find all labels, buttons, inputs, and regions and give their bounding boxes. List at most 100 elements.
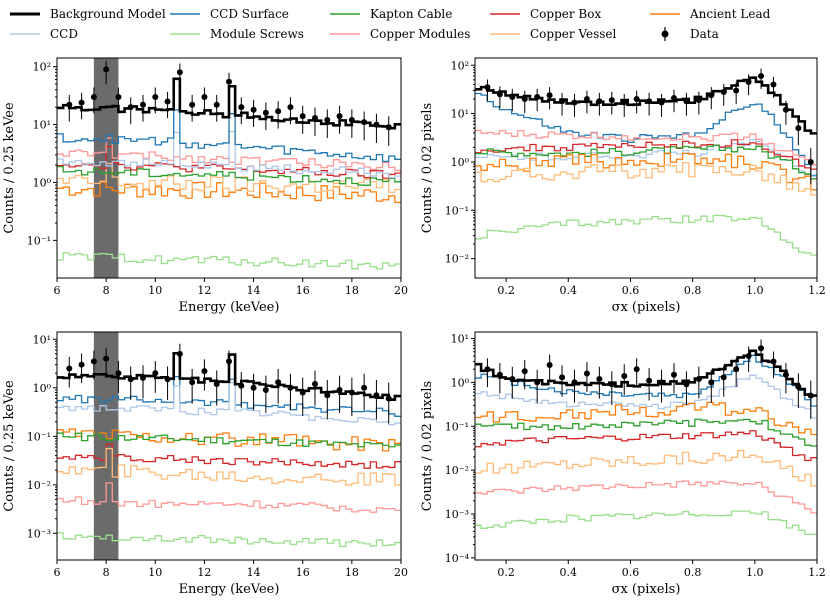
data-point: [152, 361, 159, 393]
y-axis-label: Counts / 0.02 pixels: [420, 103, 435, 233]
y-tick-label: 10⁻²: [445, 464, 469, 477]
series-kapton: [57, 165, 401, 186]
data-point: [496, 86, 503, 109]
data-point: [78, 92, 85, 120]
legend-entry-bkg: Background Model: [10, 7, 166, 21]
series-copper_box: [57, 146, 401, 179]
legend-entry-ccd_surface: CCD Surface: [170, 7, 289, 21]
data-point: [758, 339, 765, 364]
data-point: [201, 359, 208, 391]
series-ccd: [475, 138, 817, 177]
legend-entry-copper_box: Copper Box: [490, 7, 601, 21]
data-point: [226, 72, 232, 98]
series-kapton: [57, 432, 401, 448]
series-kapton: [475, 418, 817, 447]
data-point: [633, 90, 640, 114]
y-tick-label: 10⁻²: [445, 253, 469, 266]
data-point: [361, 111, 368, 141]
y-tick-label: 10⁰: [33, 382, 52, 395]
data-point: [534, 369, 541, 403]
data-point: [312, 107, 318, 136]
data-point: [559, 92, 566, 116]
data-point: [176, 343, 183, 371]
data-point: [770, 76, 777, 98]
x-tick-label: 12: [197, 284, 211, 297]
x-axis-label: σx (pixels): [612, 582, 681, 597]
series-ancient_lead: [475, 152, 817, 191]
x-tick-label: 6: [54, 566, 61, 579]
data-point: [336, 375, 343, 413]
data-point: [250, 373, 257, 411]
series-ccd: [57, 382, 401, 426]
data-point: [275, 101, 282, 129]
y-axis-label: Counts / 0.25 keVee: [2, 380, 17, 512]
x-tick-label: 8: [103, 566, 110, 579]
x-tick-label: 10: [148, 566, 162, 579]
series-module_screws: [475, 214, 817, 256]
data-point: [324, 380, 331, 420]
y-tick-label: 10⁰: [451, 156, 470, 169]
data-point: [708, 87, 715, 110]
series-bkg: [475, 76, 817, 135]
data-point: [695, 91, 702, 115]
x-tick-label: 8: [103, 284, 110, 297]
series-copper_modules: [475, 480, 817, 514]
data-point: [348, 109, 355, 138]
x-tick-label: 0.2: [497, 284, 515, 297]
x-tick-label: 10: [148, 284, 162, 297]
x-tick-label: 18: [345, 566, 359, 579]
panels: 6 8 10 12 14 16 18 20 10⁻¹ 10⁰ 10¹ 10² Energy (keVee…: [2, 57, 826, 597]
data-point: [758, 68, 765, 89]
panel-energy-bottom: 6 8 10 12 14 16 18 20 10⁻³ 10⁻² 10⁻¹ 10⁰ 10¹ Energy (…: [2, 331, 408, 597]
x-tick-label: 12: [197, 566, 211, 579]
data-point: [795, 118, 802, 146]
data-point: [745, 74, 752, 96]
y-tick-label: 10⁻¹: [27, 234, 51, 247]
data-point: [299, 377, 306, 416]
axes-frame: [474, 331, 818, 561]
y-axis-label: Counts / 0.25 keVee: [2, 102, 17, 234]
data-point: [262, 102, 269, 131]
x-ticks: 0.2 0.4 0.6 0.8 1.0 1.2: [497, 560, 826, 579]
data-point: [683, 92, 690, 116]
legend-label: Copper Box: [530, 7, 601, 21]
y-tick-label: 10¹: [451, 333, 469, 346]
plot-area: [475, 68, 817, 256]
x-tick-label: 1.0: [746, 566, 764, 579]
data-point: [670, 89, 677, 113]
x-tick-label: 18: [345, 284, 359, 297]
data-point: [213, 370, 220, 406]
y-tick-label: 10¹: [33, 119, 51, 132]
data-point: [633, 358, 640, 388]
data-point: [733, 82, 740, 105]
data-point: [583, 90, 590, 114]
series-copper_box: [475, 430, 817, 462]
data-point: [733, 358, 740, 388]
axes-frame: [56, 331, 402, 561]
data-point: [66, 94, 73, 122]
x-tick-label: 0.8: [684, 284, 702, 297]
series-copper_vessel: [475, 449, 817, 487]
data-point: [658, 94, 665, 117]
legend-label: Data: [690, 27, 719, 41]
series-module_screws: [57, 252, 401, 270]
x-tick-label: 1.0: [746, 284, 764, 297]
data-point: [646, 368, 653, 401]
axes-frame: [474, 57, 818, 279]
legend-entry-ancient_lead: Ancient Lead: [650, 7, 771, 21]
y-tick-label: 10¹: [451, 108, 469, 121]
series-kapton: [475, 144, 817, 180]
x-tick-label: 0.4: [560, 284, 578, 297]
legend-label: Ancient Lead: [689, 7, 771, 21]
data-point: [559, 365, 566, 397]
data-point: [275, 369, 282, 404]
series-copper_modules: [57, 482, 401, 513]
x-tick-label: 14: [247, 566, 261, 579]
data-point: [103, 348, 110, 377]
data-point: [176, 63, 183, 88]
series-ancient_lead: [57, 181, 401, 204]
data-point: [262, 375, 269, 413]
x-tick-label: 0.6: [622, 284, 640, 297]
x-tick-label: 1.2: [808, 566, 826, 579]
